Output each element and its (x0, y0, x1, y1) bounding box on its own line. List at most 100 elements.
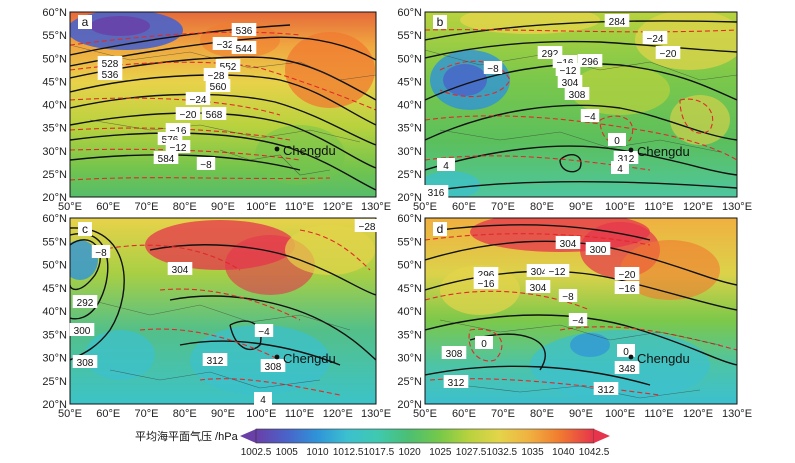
contour-label-box (72, 355, 98, 368)
lat-tick-label: 40°N (397, 100, 422, 112)
colorbar-tick-label: 1042.5 (579, 447, 610, 458)
contour-label: 304 (530, 283, 547, 294)
colorbar-bar (255, 428, 595, 444)
lat-tick-label: 35°N (42, 123, 67, 135)
lat-tick-label: 60°N (42, 7, 67, 19)
contour-label-box (231, 41, 257, 54)
contour-label: −16 (170, 126, 187, 137)
contour-label-box (555, 236, 581, 249)
lat-tick-label: 60°N (42, 213, 67, 225)
contour-label: 528 (102, 59, 119, 70)
lat-tick-label: 20°N (397, 399, 422, 411)
contour-label: 552 (220, 62, 237, 73)
colorbar-tick-label: 1017.5 (364, 447, 395, 458)
city-label: Chengdu (283, 351, 336, 366)
contour-label: 4 (443, 161, 449, 172)
panel-a: a 536528536−32544552−28560−24−20568−1657… (69, 11, 377, 198)
colorbar-tick-label: 1032.5 (487, 447, 518, 458)
contour-label: −4 (258, 327, 270, 338)
lat-tick-label: 55°N (397, 30, 422, 42)
colorbar-tick-label: 1035 (521, 447, 544, 458)
contour-label: 296 (582, 57, 599, 68)
contour-label-box (613, 151, 639, 164)
contour-label-box (604, 14, 630, 27)
contour-label-box (231, 23, 257, 36)
lon-tick-label: 50°E (413, 408, 437, 420)
lon-tick-label: 60°E (96, 201, 120, 213)
lon-tick-label: 120°E (683, 201, 713, 213)
contour-label: 300 (590, 245, 607, 256)
contour-label: 308 (265, 362, 282, 373)
lon-tick-label: 130°E (722, 408, 752, 420)
lat-tick-label: 45°N (397, 76, 422, 88)
lat-tick-label: 30°N (42, 353, 67, 365)
lat-tick-label: 30°N (397, 146, 422, 158)
contour-label-box (254, 392, 272, 405)
panel-letter: a (82, 15, 89, 29)
colorbar-tick-labels: 1002.5 1005 1010 1012.5 1017.5 1020 1025 1027.5… (241, 447, 610, 458)
contour-label: 296 (478, 270, 495, 281)
lon-tick-label: 130°E (361, 201, 391, 213)
lat-tick-label: 45°N (397, 283, 422, 295)
contour-label: 284 (609, 17, 626, 28)
contour-label-box (203, 68, 229, 81)
lon-tick-label: 70°E (135, 201, 159, 213)
contour-label-box (260, 359, 286, 372)
contour-label-box (557, 75, 583, 88)
lon-tick-label: 110°E (285, 408, 314, 420)
contour-label-box (165, 140, 191, 153)
lon-tick-label: 80°E (530, 408, 554, 420)
contour-label: 536 (102, 70, 119, 81)
contour-label: 312 (598, 385, 615, 396)
contour-label-box (564, 87, 590, 100)
contour-label-box (443, 375, 469, 388)
contour-label: 312 (618, 154, 635, 165)
lat-tick-label: 40°N (397, 306, 422, 318)
contour-label-box (611, 161, 629, 174)
lon-tick-label: 90°E (569, 408, 593, 420)
city-label: Chengdu (283, 143, 336, 158)
lon-tick-label: 80°E (530, 201, 554, 213)
contour-label-box (167, 262, 193, 275)
contour-label: −16 (619, 284, 636, 295)
contour-label: 312 (207, 356, 224, 367)
colorbar-tick-label: 1027.5 (456, 447, 487, 458)
colorbar-title: 平均海平面气压 /hPa (135, 429, 239, 443)
lat-tick-label: 35°N (397, 329, 422, 341)
lon-tick-label: 100°E (246, 408, 276, 420)
city-label: Chengdu (637, 351, 690, 366)
contour-label-box (97, 56, 123, 69)
contour-label: −24 (647, 34, 664, 45)
contour-label: 0 (623, 347, 629, 358)
contour-label: 300 (74, 326, 91, 337)
lon-tick-label: 110°E (644, 201, 673, 213)
contour-label-box (614, 267, 640, 280)
lat-tick-label: 20°N (42, 399, 67, 411)
contour-label: −8 (562, 292, 574, 303)
contour-label-box (585, 242, 611, 255)
contour-label: 0 (481, 339, 487, 350)
contour-label: 292 (542, 49, 559, 60)
lat-tick-label: 55°N (397, 236, 422, 248)
contour-label-box (196, 157, 216, 170)
colorbar-max-arrow (594, 429, 610, 443)
contour-label: 308 (77, 358, 94, 369)
contour-labels: −28 −8 304 292 300 308 −4 312 308 4 (69, 219, 380, 406)
contour-label: −8 (95, 248, 107, 259)
lon-tick-label: 120°E (323, 201, 353, 213)
lat-tick-label: 50°N (42, 260, 67, 272)
colorbar-min-arrow (240, 429, 256, 443)
lon-tick-label: 50°E (413, 201, 437, 213)
panel-c: c −28 −8 304 292 300 308 −4 312 308 4 Chengdu (69, 217, 380, 406)
contour-label: 348 (619, 364, 636, 375)
contour-label-box (642, 31, 668, 44)
lon-tick-label: 70°E (491, 201, 515, 213)
city-label: Chengdu (637, 144, 690, 159)
contour-label: 0 (614, 136, 620, 147)
lat-tick-label: 50°N (397, 53, 422, 65)
contour-label-box (617, 344, 635, 357)
contour-label: −16 (478, 279, 495, 290)
contour-label: −20 (619, 270, 636, 281)
